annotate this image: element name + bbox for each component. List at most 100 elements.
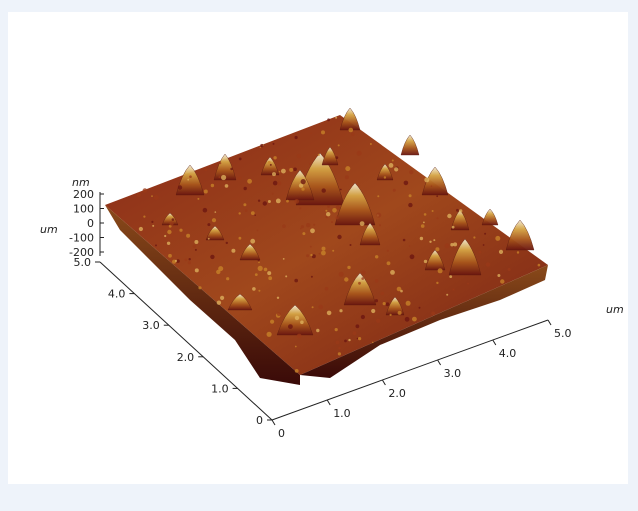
surface-grain <box>482 244 485 246</box>
surface-peak <box>421 166 449 196</box>
surface-grain <box>348 338 351 342</box>
surface-grain <box>327 118 330 122</box>
x-tick-label: 2.0 <box>388 387 406 400</box>
surface-grain <box>189 175 192 178</box>
surface-grain <box>409 254 415 260</box>
surface-grain <box>294 315 300 321</box>
x-tick-mark <box>381 379 386 386</box>
surface-grain <box>356 337 359 340</box>
surface-grain <box>302 232 306 236</box>
surface-grain <box>447 213 452 219</box>
surface-grain <box>260 143 264 148</box>
surface-grain <box>338 347 341 350</box>
y-axis-line <box>99 261 273 421</box>
surface-grain <box>216 300 222 305</box>
surface-grain <box>194 248 197 251</box>
surface-grain <box>423 259 428 264</box>
surface-grain <box>404 316 410 322</box>
x-tick-label: 3.0 <box>444 367 462 380</box>
surface-grain <box>275 198 281 204</box>
surface-grain <box>402 238 406 242</box>
surface-grain <box>151 220 154 223</box>
surface-grain <box>444 243 450 249</box>
surface-grain <box>361 270 366 275</box>
surface-grain <box>211 218 217 223</box>
surface-grain <box>405 300 411 306</box>
y-tick-label: 4.0 <box>108 288 126 301</box>
surface-grain <box>231 248 236 253</box>
surface-grain <box>327 205 330 208</box>
surface-grain <box>293 167 297 172</box>
surface-peak <box>239 243 261 261</box>
surface-grain <box>300 225 304 229</box>
surface-grain <box>424 177 430 183</box>
surface-grain <box>238 236 242 240</box>
surface-grain <box>377 195 380 198</box>
surface-grain <box>311 254 316 259</box>
surface-peak <box>385 296 405 316</box>
surface-grain <box>310 275 313 278</box>
surface-grain <box>361 277 365 280</box>
surface-grain <box>391 159 394 162</box>
surface-grain <box>429 240 432 243</box>
surface-grain <box>382 302 386 306</box>
surface-grain <box>456 208 459 212</box>
surface-grain <box>301 187 305 191</box>
surface-grain <box>437 268 443 274</box>
surface-peak <box>448 238 482 276</box>
surface-grain <box>225 241 228 245</box>
surface-grain <box>516 251 520 254</box>
surface-grain <box>210 183 215 188</box>
surface-grain <box>257 259 260 262</box>
surface-peak <box>424 249 446 271</box>
surface-grain <box>396 286 402 292</box>
surface-grain <box>451 225 455 229</box>
surface-grain <box>210 254 215 260</box>
surface-grain <box>453 242 458 247</box>
surface-grain <box>136 193 141 198</box>
surface-peak <box>276 304 314 336</box>
surface-grain <box>244 209 248 213</box>
surface-grain <box>277 312 281 316</box>
surface-grain <box>335 116 338 119</box>
surface-grain <box>258 261 260 264</box>
surface-grain <box>344 277 349 282</box>
surface-grain <box>325 209 328 212</box>
surface-grain <box>498 249 504 254</box>
surface-grain <box>272 172 276 177</box>
surface-grain <box>324 286 329 291</box>
surface-grain <box>194 268 199 273</box>
surface-grain <box>267 160 271 164</box>
surface-peak <box>334 182 376 226</box>
surface-grain <box>375 255 379 259</box>
surface-grain <box>177 185 183 190</box>
z-tick-label: 0 <box>87 217 94 230</box>
surface-grain <box>409 170 414 175</box>
surface-grain <box>418 306 421 309</box>
surface-grain <box>485 262 491 267</box>
surface-grain <box>288 324 293 329</box>
surface-grain <box>310 132 312 135</box>
surface-grain <box>296 153 302 159</box>
surface-grain <box>230 167 233 171</box>
surface-grain <box>321 188 326 193</box>
surface-grain <box>348 127 354 133</box>
surface-peak <box>213 153 237 181</box>
surface-grain <box>335 216 339 220</box>
surface-grain <box>449 275 453 278</box>
surface-grain <box>379 224 381 227</box>
surface-grain <box>436 195 439 198</box>
surface-grain <box>254 214 256 216</box>
surface-grain <box>207 223 211 227</box>
surface-grain <box>143 215 146 218</box>
surface-peak <box>339 107 361 131</box>
surface-grain <box>152 224 155 227</box>
surface-grain <box>383 176 387 179</box>
surface-grain <box>238 157 242 161</box>
surface-grain <box>171 218 175 221</box>
surface-grain <box>344 175 349 180</box>
surface-grain <box>356 150 362 156</box>
surface-grain <box>318 304 324 310</box>
